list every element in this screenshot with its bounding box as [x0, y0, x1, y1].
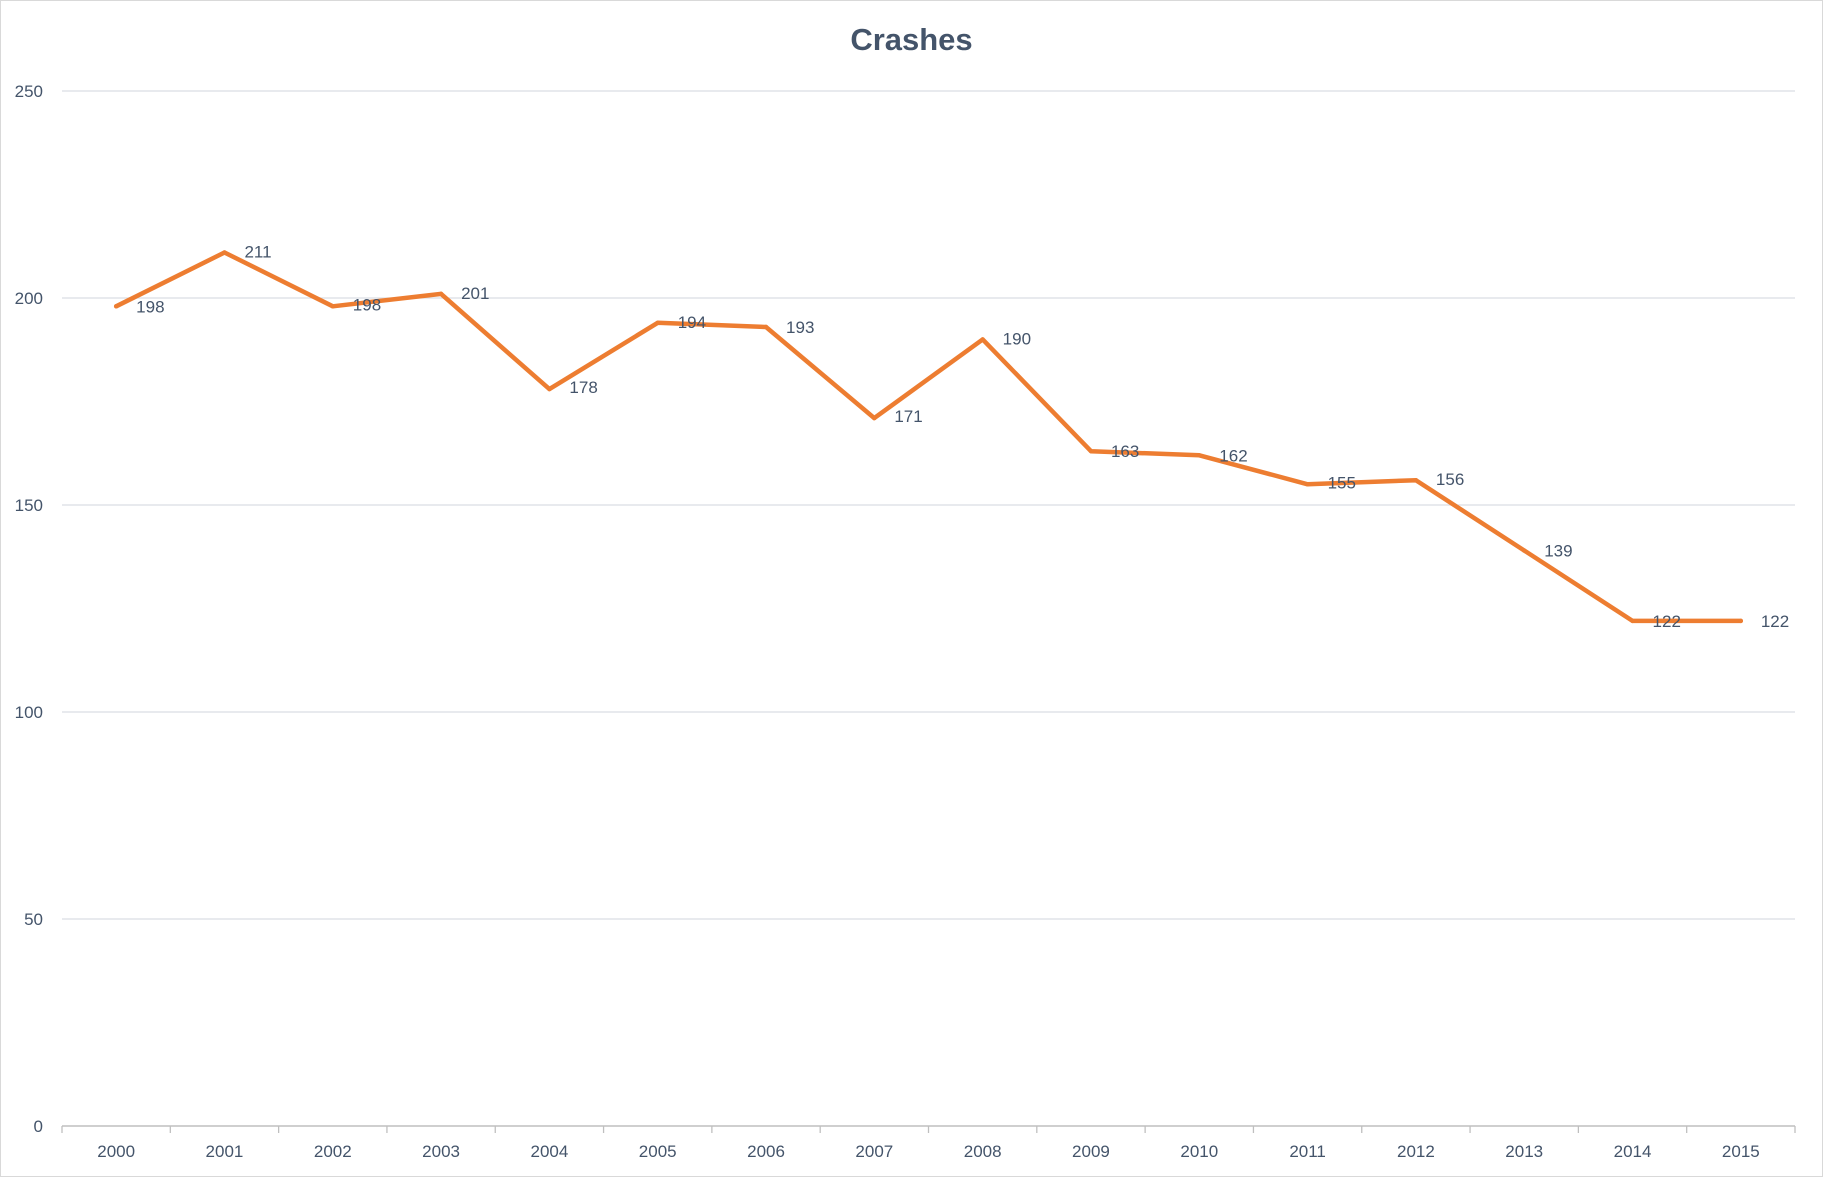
data-label: 193: [786, 318, 814, 337]
x-tick-label: 2003: [422, 1142, 460, 1161]
series-line: [113, 250, 1744, 624]
data-point: [763, 324, 769, 330]
x-tick-label: 2015: [1722, 1142, 1760, 1161]
data-point: [980, 337, 985, 342]
y-tick-label: 250: [15, 82, 43, 101]
data-point: [872, 415, 877, 421]
data-labels: 198 211 198 201 178 194 193 171 190 163 162 155 156 1…: [136, 242, 1789, 630]
series-crashes: [113, 250, 1744, 624]
x-tick-label: 2008: [964, 1142, 1002, 1161]
data-label: 156: [1436, 470, 1464, 489]
x-tick-label: 2010: [1180, 1142, 1218, 1161]
data-point: [438, 291, 444, 297]
data-point: [1197, 453, 1202, 458]
x-tick-label: 2005: [639, 1142, 677, 1161]
x-tick-label: 2000: [97, 1142, 135, 1161]
data-label: 155: [1328, 473, 1356, 492]
x-tick-label: 2006: [747, 1142, 785, 1161]
data-point: [1522, 548, 1527, 553]
y-tick-label: 100: [15, 703, 43, 722]
x-tick-label: 2013: [1505, 1142, 1543, 1161]
gridlines: [62, 90, 1795, 920]
data-point: [655, 320, 660, 326]
data-point: [222, 250, 227, 255]
x-tick-label: 2004: [530, 1142, 568, 1161]
x-tick-label: 2001: [206, 1142, 244, 1161]
data-label: 171: [894, 407, 922, 426]
y-axis-tick-labels: 0 50 100 150 200 250: [15, 82, 43, 1136]
data-label: 201: [461, 284, 489, 303]
data-point: [1630, 618, 1635, 624]
data-label: 122: [1653, 612, 1681, 631]
data-label: 139: [1544, 542, 1572, 561]
data-point: [330, 304, 335, 309]
data-label: 198: [136, 297, 164, 316]
data-label: 190: [1003, 329, 1031, 348]
x-tick-label: 2007: [855, 1142, 893, 1161]
data-point: [1088, 448, 1094, 454]
x-tick-label: 2012: [1397, 1142, 1435, 1161]
x-tick-label: 2014: [1614, 1142, 1652, 1161]
x-tick-label: 2002: [314, 1142, 352, 1161]
y-tick-label: 150: [15, 496, 43, 515]
chart-title: Crashes: [850, 22, 973, 57]
data-label: 122: [1761, 612, 1789, 631]
y-tick-label: 200: [15, 289, 43, 308]
data-label: 178: [569, 378, 597, 397]
data-point: [113, 304, 119, 309]
data-point: [547, 386, 552, 392]
data-label: 163: [1111, 442, 1139, 461]
x-axis-tick-labels: 2000 2001 2002 2003 2004 2005 2006 2007 2008 2009…: [97, 1142, 1760, 1161]
data-label: 162: [1219, 446, 1247, 465]
x-tick-label: 2011: [1289, 1142, 1326, 1161]
data-label: 194: [678, 313, 706, 332]
data-point: [1738, 618, 1744, 624]
data-point: [1305, 482, 1310, 487]
y-tick-label: 50: [24, 910, 43, 929]
data-label: 211: [244, 242, 271, 261]
y-tick-label: 0: [34, 1117, 43, 1136]
x-axis: [61, 1125, 1796, 1133]
data-label: 198: [353, 295, 381, 314]
x-tick-label: 2009: [1072, 1142, 1110, 1161]
data-point: [1413, 477, 1419, 483]
